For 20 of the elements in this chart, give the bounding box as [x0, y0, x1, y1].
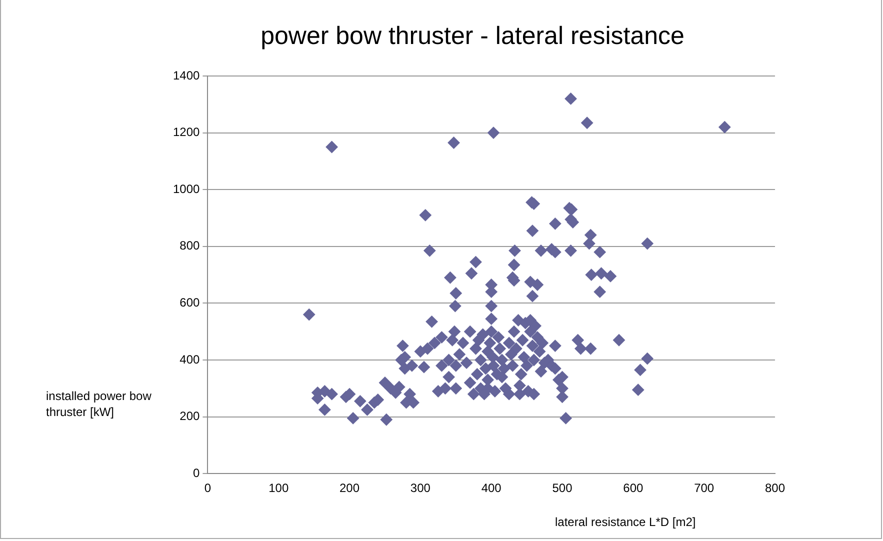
y-axis-title: installed power bow thruster [kW] — [46, 389, 152, 419]
x-tick-label: 100 — [268, 481, 289, 496]
chart-title: power bow thruster - lateral resistance — [260, 22, 684, 50]
x-tick-label: 300 — [410, 481, 431, 496]
x-axis-title: lateral resistance L*D [m2] — [555, 515, 696, 529]
x-tick-label: 400 — [481, 481, 502, 496]
x-tick-label: 500 — [552, 481, 573, 496]
x-tick-label: 700 — [694, 481, 714, 496]
y-tick-label: 1000 — [172, 182, 200, 196]
x-tick-label: 800 — [764, 481, 786, 496]
y-tick-label: 1200 — [172, 125, 200, 140]
y-tick-label: 400 — [180, 352, 200, 366]
y-tick-label: 200 — [180, 409, 200, 424]
x-tick-label: 600 — [623, 481, 644, 496]
y-tick-label: 600 — [180, 296, 200, 310]
x-tick-label: 0 — [204, 481, 212, 496]
y-tick-label: 800 — [180, 238, 200, 253]
y-tick-label: 0 — [193, 466, 200, 480]
x-tick-label: 200 — [340, 481, 360, 496]
y-tick-label: 1400 — [172, 68, 200, 82]
